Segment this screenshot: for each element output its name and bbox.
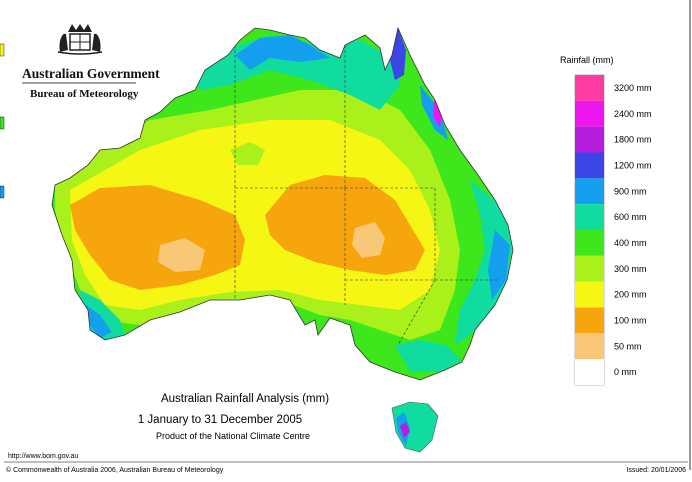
zone-900-east-coast [488, 230, 510, 300]
issued-date: Issued: 20/01/2006 [626, 467, 686, 474]
tasmania-peak-zone [400, 422, 410, 438]
legend-label: 200 mm [614, 290, 647, 300]
legend-label: 0 mm [614, 367, 637, 377]
legend: Rainfall (mm) 3200 mm 2400 mm 1800 mm 1200 … [560, 55, 652, 386]
legend-swatch [575, 100, 604, 127]
legend-swatch [575, 75, 604, 101]
legend-label: 3200 mm [614, 83, 652, 93]
legend-label: 1800 mm [614, 135, 652, 145]
website-link[interactable]: http://www.bom.gov.au [8, 453, 78, 460]
legend-swatch [575, 230, 604, 256]
agency-label: Bureau of Meteorology [30, 88, 139, 100]
zone-50-central [352, 222, 385, 258]
coat-of-arms-logo [57, 24, 103, 55]
map-product: Product of the National Climate Centre [156, 431, 310, 441]
legend-title: Rainfall (mm) [560, 55, 614, 65]
legend-label: 900 mm [614, 186, 647, 196]
legend-swatch [575, 204, 604, 230]
legend-swatch [575, 178, 604, 205]
zone-600-east-coast [455, 180, 512, 345]
legend-swatch [575, 333, 604, 360]
zone-600-victoria [395, 340, 462, 372]
australia-rainfall-map [51, 27, 514, 453]
zone-300-centre-north [230, 142, 265, 165]
government-label: Australian Government [22, 66, 160, 81]
map-period: 1 January to 31 December 2005 [138, 414, 302, 426]
legend-label: 600 mm [614, 212, 647, 222]
legend-label: 100 mm [614, 315, 647, 325]
legend-swatch [575, 255, 604, 282]
legend-swatch [575, 152, 604, 179]
state-boundaries [234, 40, 500, 346]
legend-label: 50 mm [614, 341, 642, 351]
zone-2400-innisfail [434, 100, 442, 128]
legend-label: 400 mm [614, 238, 647, 248]
copyright-text: © Commonwealth of Australia 2006, Austra… [6, 466, 224, 474]
zone-900-southwest [86, 305, 112, 338]
legend-swatch [575, 359, 604, 385]
left-edge-markers [0, 43, 5, 199]
legend-swatch [575, 307, 604, 334]
legend-label: 300 mm [614, 264, 647, 274]
map-title: Australian Rainfall Analysis (mm) [161, 393, 329, 405]
legend-label: 1200 mm [614, 160, 652, 170]
legend-label: 2400 mm [614, 109, 652, 119]
zone-50-west [158, 238, 205, 272]
zone-1200-cape-york [390, 28, 406, 80]
legend-swatch [575, 281, 604, 308]
legend-swatch [575, 126, 604, 153]
zone-900-north [235, 35, 330, 70]
